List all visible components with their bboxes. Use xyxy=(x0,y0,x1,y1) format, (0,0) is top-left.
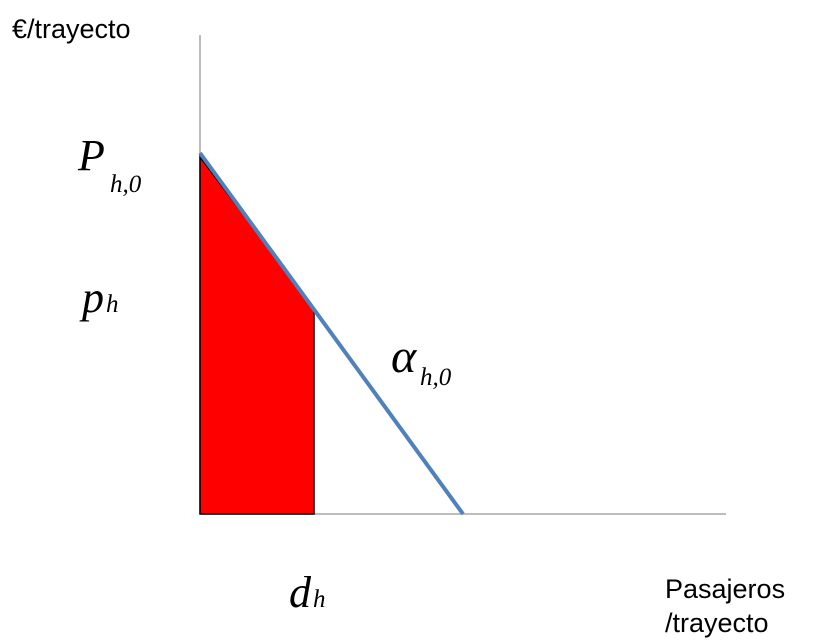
price-label: p h xyxy=(79,273,119,322)
demand-label: d h xyxy=(289,568,326,617)
x-axis-label-line2: /trayecto xyxy=(665,608,769,638)
max-price-symbol: P xyxy=(77,131,105,180)
revenue-area xyxy=(199,154,315,515)
slope-symbol: α xyxy=(391,330,417,383)
x-axis-label-line1: Pasajeros xyxy=(665,574,785,604)
demand-symbol: d xyxy=(289,568,312,617)
demand-line xyxy=(198,151,465,516)
price-subscript: h xyxy=(106,291,119,318)
y-axis-label: €/trayecto xyxy=(12,14,131,44)
price-symbol: p xyxy=(79,273,104,322)
max-price-label: P h,0 xyxy=(77,131,142,198)
slope-subscript: h,0 xyxy=(420,364,452,391)
max-price-subscript: h,0 xyxy=(110,171,142,198)
slope-label: α h,0 xyxy=(391,330,452,391)
demand-subscript: h xyxy=(313,586,326,613)
